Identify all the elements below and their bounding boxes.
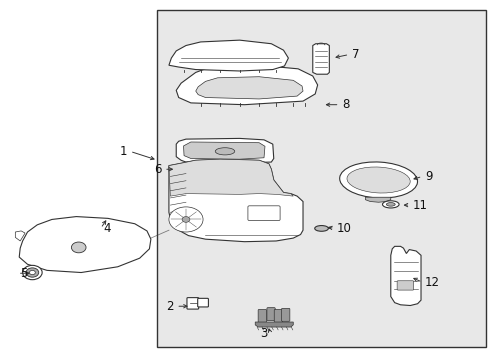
Text: 6: 6 — [154, 163, 161, 176]
Circle shape — [22, 265, 42, 280]
Ellipse shape — [346, 167, 409, 193]
Circle shape — [29, 270, 35, 275]
Bar — [157, 10, 485, 347]
Text: 8: 8 — [341, 98, 349, 111]
FancyBboxPatch shape — [186, 298, 198, 309]
Polygon shape — [15, 231, 25, 241]
Polygon shape — [168, 40, 288, 71]
Polygon shape — [168, 159, 293, 196]
Polygon shape — [168, 159, 303, 242]
Circle shape — [182, 217, 189, 222]
Polygon shape — [176, 138, 273, 163]
Circle shape — [168, 207, 203, 232]
Text: 10: 10 — [336, 222, 351, 235]
Text: 9: 9 — [424, 170, 431, 183]
Text: 11: 11 — [412, 199, 427, 212]
Circle shape — [71, 242, 86, 253]
Ellipse shape — [386, 203, 394, 206]
Polygon shape — [255, 322, 293, 327]
Polygon shape — [195, 77, 303, 99]
Polygon shape — [176, 65, 317, 105]
FancyBboxPatch shape — [274, 310, 282, 322]
FancyBboxPatch shape — [396, 281, 413, 290]
Text: 5: 5 — [20, 267, 27, 280]
Polygon shape — [312, 44, 329, 74]
Circle shape — [26, 268, 39, 277]
Polygon shape — [183, 142, 264, 159]
Polygon shape — [365, 197, 390, 202]
FancyBboxPatch shape — [258, 310, 266, 322]
Polygon shape — [19, 217, 151, 273]
Text: 3: 3 — [260, 327, 267, 340]
Text: 2: 2 — [166, 300, 173, 313]
Ellipse shape — [314, 226, 328, 231]
Ellipse shape — [382, 201, 398, 208]
FancyBboxPatch shape — [247, 206, 280, 221]
Text: 1: 1 — [120, 145, 127, 158]
Text: 7: 7 — [351, 48, 359, 61]
Ellipse shape — [339, 162, 417, 198]
FancyBboxPatch shape — [197, 298, 208, 307]
FancyBboxPatch shape — [266, 308, 275, 320]
Text: 12: 12 — [424, 276, 439, 289]
Ellipse shape — [215, 148, 234, 155]
Text: 4: 4 — [103, 222, 110, 235]
FancyBboxPatch shape — [281, 309, 289, 321]
Polygon shape — [390, 246, 420, 306]
